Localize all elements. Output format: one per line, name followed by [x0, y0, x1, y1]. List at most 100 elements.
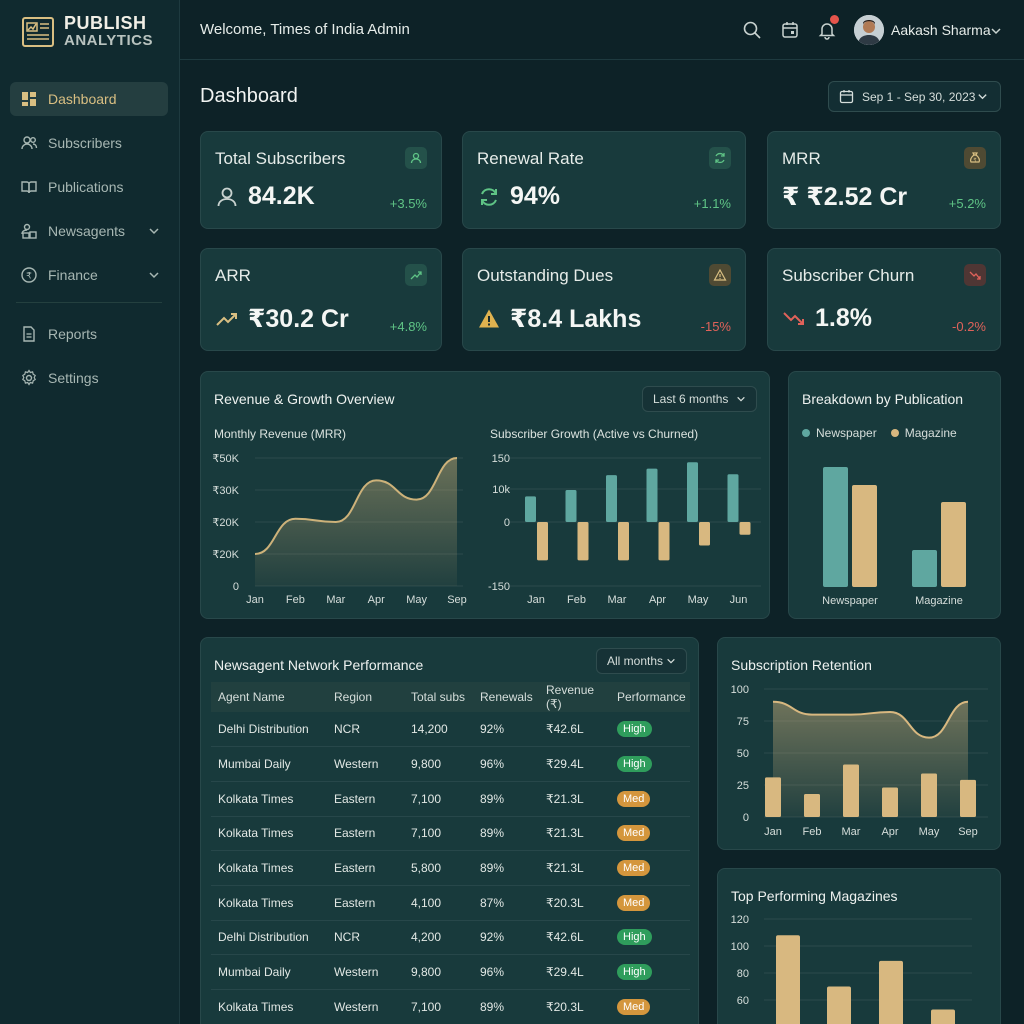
table-cell: 9,800: [404, 746, 473, 782]
table-cell: Delhi Distribution: [211, 712, 327, 748]
panel-title: Revenue & Growth Overview: [214, 391, 395, 407]
x-tick-label: Mar: [608, 594, 627, 606]
retention-area-fill: [773, 701, 968, 817]
table-row[interactable]: Delhi Distribution NCR 14,200 92% ₹42.6L High: [211, 712, 690, 748]
sidebar-item-finance[interactable]: ₹ Finance: [10, 258, 168, 292]
performance-badge: Med: [617, 825, 651, 842]
table-cell: 7,100: [404, 989, 473, 1024]
chevron-down-icon: [667, 658, 675, 664]
newsagent-performance-panel: Newsagent Network Performance All months…: [200, 637, 699, 1024]
table-cell: High: [610, 712, 690, 748]
sidebar-item-publications[interactable]: Publications: [10, 170, 168, 204]
column-header[interactable]: Agent Name: [218, 690, 285, 704]
search-icon[interactable]: [742, 20, 762, 40]
grid-icon: [22, 92, 36, 106]
users-icon: [21, 136, 38, 150]
table-row[interactable]: Kolkata Times Eastern 5,800 89% ₹21.3L Med: [211, 850, 690, 886]
column-header[interactable]: Renewals: [480, 690, 533, 704]
bell-icon[interactable]: [817, 20, 837, 40]
x-tick-label: Newspaper: [822, 595, 878, 607]
y-tick-label: ₹20K: [212, 549, 239, 561]
newspaper-chart-logo-icon: [22, 17, 54, 47]
table-row[interactable]: Kolkata Times Eastern 7,100 89% ₹21.3L Med: [211, 781, 690, 817]
table-cell: Western: [327, 954, 404, 990]
kpi-change: +1.1%: [693, 196, 731, 211]
date-range-label: Sep 1 - Sep 30, 2023: [862, 89, 976, 104]
table-cell: Med: [610, 885, 690, 921]
months-select[interactable]: All months: [596, 648, 687, 674]
table-row[interactable]: Kolkata Times Western 7,100 89% ₹20.3L Med: [211, 989, 690, 1024]
kpi-card-mrr[interactable]: MRR ₹ ₹ ₹2.52 Cr +5.2%: [767, 131, 1001, 229]
active-bar: [565, 490, 577, 522]
magazine-bar: [941, 502, 966, 587]
column-header[interactable]: Revenue (₹): [546, 683, 595, 711]
kpi-title: Outstanding Dues: [477, 266, 614, 285]
app-logo[interactable]: PUBLISH ANALYTICS: [20, 14, 153, 50]
breakdown-legend: Newspaper Magazine: [802, 426, 971, 440]
calendar-icon[interactable]: [780, 20, 800, 40]
avatar[interactable]: [854, 15, 884, 45]
sidebar-item-label: Settings: [48, 370, 99, 386]
user-name[interactable]: Aakash Sharma: [891, 22, 991, 38]
user-outline-icon: [217, 187, 237, 206]
x-tick-label: Jan: [527, 594, 545, 606]
period-select[interactable]: Last 6 months: [642, 386, 757, 412]
sidebar-item-dashboard[interactable]: Dashboard: [10, 82, 168, 116]
mrr-area-chart: 0 ₹20K ₹20K ₹30K ₹50K Jan Feb Mar Apr May Sep: [212, 453, 467, 606]
panel-title: Top Performing Magazines: [731, 888, 898, 904]
kpi-title: ARR: [215, 266, 251, 285]
retention-bar: [960, 779, 976, 817]
retention-bar: [804, 793, 820, 817]
sidebar-item-reports[interactable]: Reports: [10, 317, 168, 351]
column-header[interactable]: Performance: [617, 690, 686, 704]
x-tick-label: Mar: [842, 826, 861, 838]
active-bar: [646, 468, 658, 522]
table-row[interactable]: Mumbai Daily Western 9,800 96% ₹29.4L High: [211, 954, 690, 990]
sidebar-item-subscribers[interactable]: Subscribers: [10, 126, 168, 160]
table-cell: 89%: [473, 989, 539, 1024]
table-cell: 9,800: [404, 954, 473, 990]
kpi-title: Subscriber Churn: [782, 266, 915, 285]
table-cell: ₹42.6L: [539, 920, 610, 956]
gear-icon: [22, 369, 36, 386]
table-row[interactable]: Mumbai Daily Western 9,800 96% ₹29.4L High: [211, 746, 690, 782]
table-cell: 92%: [473, 712, 539, 748]
performance-badge: High: [617, 964, 652, 981]
kpi-value: 1.8%: [782, 304, 872, 333]
retention-line: [772, 700, 969, 739]
magazine-bar: [776, 935, 800, 1024]
y-tick-label: 0: [233, 581, 239, 593]
y-tick-label: 10k: [492, 484, 510, 496]
table-cell: High: [610, 954, 690, 990]
legend-item-magazine: Magazine: [890, 426, 957, 440]
table-row[interactable]: Delhi Distribution NCR 4,200 92% ₹42.6L High: [211, 920, 690, 956]
kpi-card-total-subscribers[interactable]: Total Subscribers 84.2K +3.5%: [200, 131, 442, 229]
magazine-bar: [852, 485, 877, 587]
newspaper-bar: [912, 550, 937, 587]
legend-item-newspaper: Newspaper: [802, 426, 877, 440]
column-header[interactable]: Total subs: [411, 690, 466, 704]
x-tick-label: Jun: [730, 594, 748, 606]
table-cell: Eastern: [327, 781, 404, 817]
user-icon: [405, 147, 427, 169]
chevron-down-icon[interactable]: [990, 25, 1002, 37]
table-row[interactable]: Kolkata Times Eastern 7,100 89% ₹21.3L Med: [211, 816, 690, 852]
column-header[interactable]: Region: [334, 690, 373, 704]
table-row[interactable]: Kolkata Times Eastern 4,100 87% ₹20.3L Med: [211, 885, 690, 921]
subscription-retention-panel: Subscription Retention 0 25 50 75 100 Jan Feb M…: [717, 637, 1001, 850]
x-tick-label: Mar: [326, 594, 345, 606]
sidebar-item-newsagents[interactable]: Newsagents: [10, 214, 168, 248]
kpi-card-outstanding-dues[interactable]: Outstanding Dues ₹8.4 Lakhs -15%: [462, 248, 746, 351]
kpi-card-renewal-rate[interactable]: Renewal Rate 94% +1.1%: [462, 131, 746, 229]
x-tick-label: Sep: [447, 594, 467, 606]
kpi-card-arr[interactable]: ARR ₹30.2 Cr +4.8%: [200, 248, 442, 351]
y-tick-label: 80: [737, 968, 749, 980]
kpi-value: 94%: [477, 182, 560, 211]
y-tick-label: 75: [737, 716, 749, 728]
table-cell: Med: [610, 989, 690, 1024]
sidebar-item-settings[interactable]: Settings: [10, 361, 168, 395]
table-cell: 96%: [473, 954, 539, 990]
table-cell: High: [610, 746, 690, 782]
kpi-card-subscriber-churn[interactable]: Subscriber Churn 1.8% -0.2%: [767, 248, 1001, 351]
date-range-picker[interactable]: Sep 1 - Sep 30, 2023: [828, 81, 1001, 112]
